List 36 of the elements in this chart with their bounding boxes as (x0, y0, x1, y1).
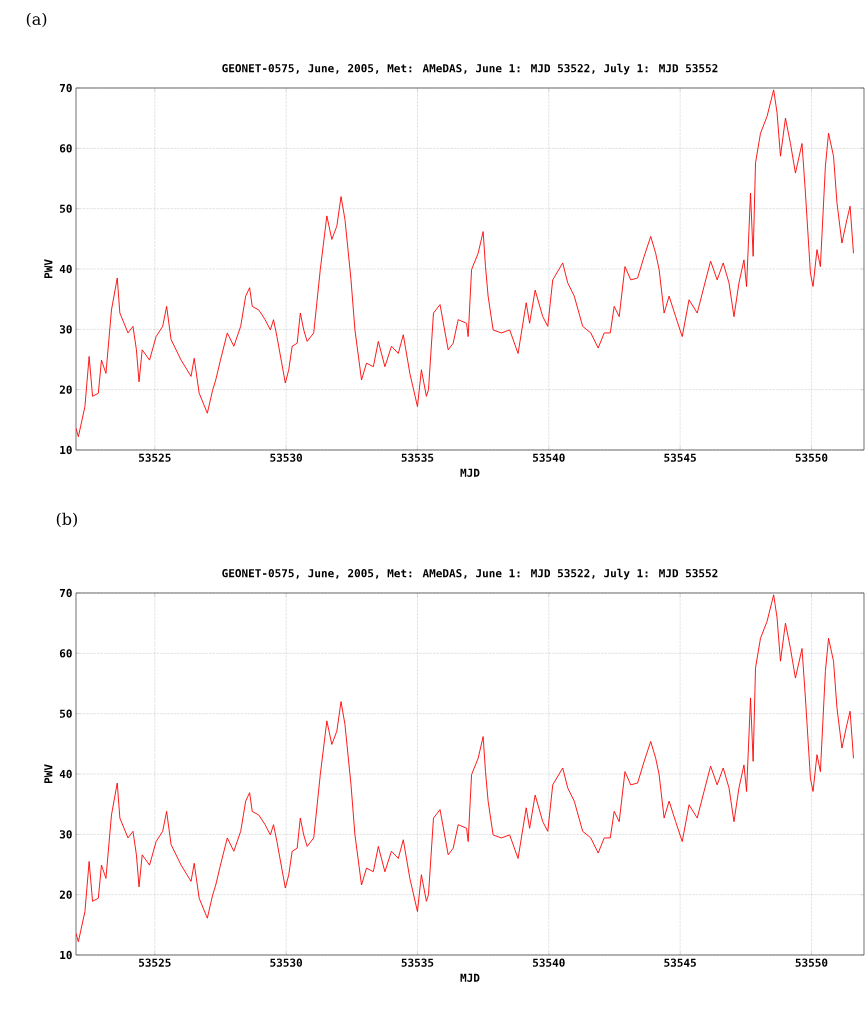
y-tick-label: 50 (59, 204, 72, 213)
line-series (76, 89, 854, 438)
x-axis-title: MJD (460, 973, 480, 982)
text: (a) (26, 12, 47, 28)
y-tick-label: 40 (59, 264, 72, 274)
y-tick-label: 40 (59, 769, 72, 779)
y-tick-label: 60 (59, 649, 72, 658)
y-tick-label: 30 (59, 830, 72, 839)
y-tick-label: 70 (59, 83, 72, 93)
y-axis-title: PWV (44, 259, 53, 279)
text: (b) (56, 512, 77, 528)
y-tick-label: 20 (59, 890, 72, 899)
y-tick-label: 10 (60, 445, 72, 455)
x-tick-label: 53530 (270, 958, 303, 967)
x-tick-label: 53550 (795, 453, 828, 462)
x-tick-label: 53545 (664, 453, 696, 462)
y-tick-label: 50 (59, 709, 72, 718)
x-tick-label: 53540 (533, 453, 565, 462)
y-axis-title: PWV (44, 764, 53, 784)
x-tick-label: 53535 (401, 453, 434, 462)
y-tick-label: 20 (59, 385, 72, 394)
x-tick-label: 53525 (139, 453, 171, 462)
x-tick-label: 53545 (664, 958, 696, 967)
chart-title: GEONET-0575, June, 2005, Met: AMeDAS, June 1: MJD 53522, July 1: MJD 53552 (222, 63, 718, 75)
x-tick-label: 53530 (270, 453, 303, 462)
x-tick-label: 53535 (401, 958, 434, 967)
chart-title: GEONET-0575, June, 2005, Met: AMeDAS, June 1: MJD 53522, July 1: MJD 53552 (222, 568, 718, 580)
y-tick-label: 30 (59, 325, 72, 334)
x-tick-label: 53525 (139, 958, 171, 967)
y-tick-label: 10 (60, 950, 72, 960)
x-tick-label: 53550 (795, 958, 828, 967)
x-tick-label: 53540 (533, 958, 565, 967)
x-axis-title: MJD (460, 468, 480, 477)
line-series (76, 594, 854, 943)
y-tick-label: 60 (59, 144, 72, 153)
y-tick-label: 70 (59, 588, 72, 598)
